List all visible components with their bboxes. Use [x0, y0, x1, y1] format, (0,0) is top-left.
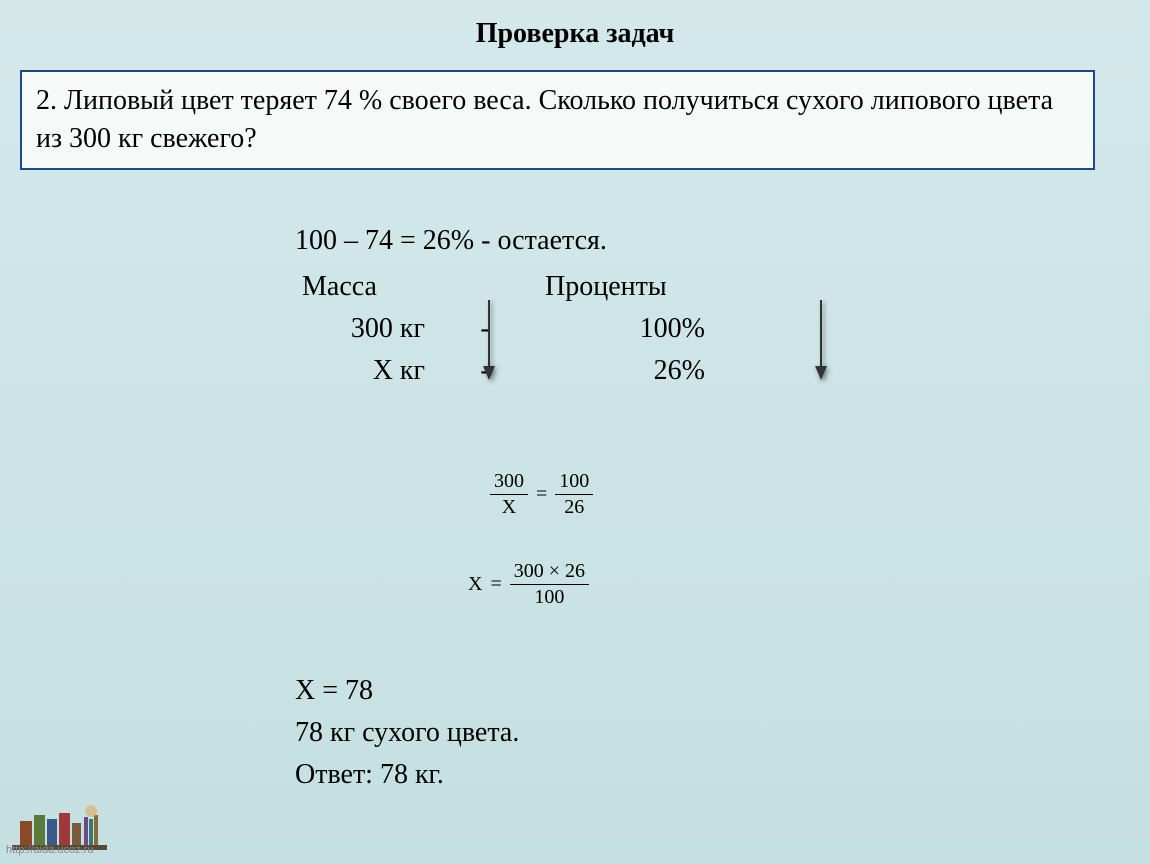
- answer-line2: 78 кг сухого цвета.: [295, 712, 519, 754]
- row1-mass: 300 кг: [295, 308, 425, 350]
- fraction-left: 300 X: [490, 470, 528, 519]
- eq2-left: X: [468, 573, 482, 596]
- proportion-row-2: Х кг - 26%: [295, 350, 745, 392]
- slide-title: Проверка задач: [0, 18, 1150, 50]
- fraction-right: 100 26: [555, 470, 593, 519]
- header-mass: Масса: [295, 266, 545, 308]
- row2-mass: Х кг: [295, 350, 425, 392]
- fraction-solve-right: 300 × 26 100: [510, 560, 589, 609]
- answer-block: Х = 78 78 кг сухого цвета. Ответ: 78 кг.: [295, 670, 519, 796]
- row1-pct: 100%: [545, 308, 705, 350]
- footer-link: http://aida.ucoz.ru: [6, 844, 93, 856]
- solution-step1: 100 – 74 = 26% - остается.: [295, 220, 745, 262]
- equation-solve: X = 300 × 26 100: [468, 560, 589, 609]
- proportion-header: Масса Проценты: [295, 266, 745, 308]
- row2-pct: 26%: [545, 350, 705, 392]
- proportion-row-1: 300 кг - 100%: [295, 308, 745, 350]
- row1-dash: -: [425, 308, 545, 350]
- equals-sign-2: =: [490, 573, 501, 596]
- eq2-right-num: 300 × 26: [510, 560, 589, 585]
- eq1-right-den: 26: [560, 495, 588, 519]
- equals-sign: =: [536, 483, 547, 506]
- problem-statement-box: 2. Липовый цвет теряет 74 % своего веса.…: [20, 70, 1095, 170]
- answer-line1: Х = 78: [295, 670, 519, 712]
- eq1-left-num: 300: [490, 470, 528, 495]
- proportion-table: Масса Проценты 300 кг - 100% Х кг - 26%: [295, 266, 745, 392]
- problem-text: 2. Липовый цвет теряет 74 % своего веса.…: [36, 85, 1053, 154]
- answer-line3: Ответ: 78 кг.: [295, 754, 519, 796]
- eq2-right-den: 100: [530, 585, 568, 609]
- proportion-arrow-right: [820, 300, 822, 378]
- header-percent: Проценты: [545, 266, 745, 308]
- eq1-left-den: X: [498, 495, 520, 519]
- solution-block: 100 – 74 = 26% - остается. Масса Процент…: [295, 220, 745, 392]
- proportion-arrow-left: [488, 300, 490, 378]
- equation-proportion: 300 X = 100 26: [490, 470, 593, 519]
- books-decoration-icon: [12, 777, 107, 852]
- eq1-right-num: 100: [555, 470, 593, 495]
